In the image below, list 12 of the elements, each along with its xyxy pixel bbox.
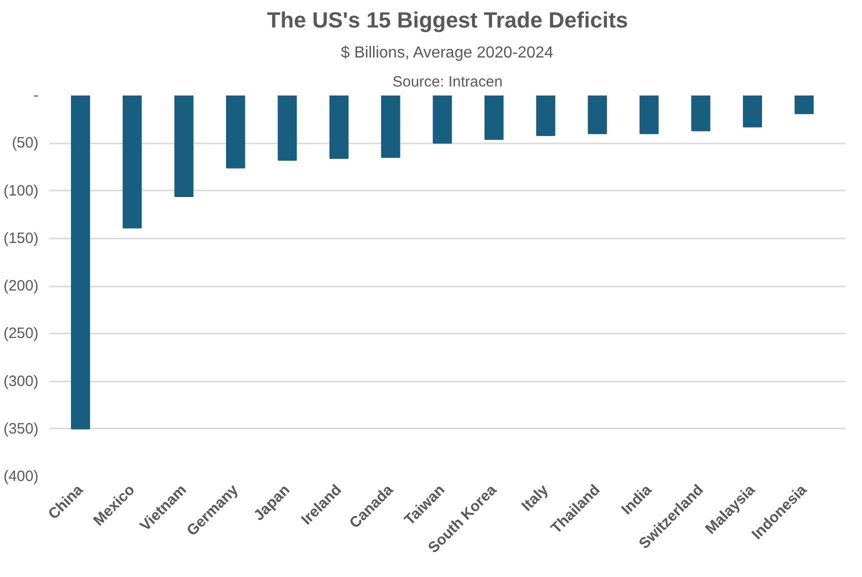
chart-subtitle: $ Billions, Average 2020-2024 xyxy=(340,44,554,62)
y-tick-label: (250) xyxy=(3,325,39,342)
y-tick-label: (300) xyxy=(3,372,39,390)
y-tick-label: (50) xyxy=(12,134,39,152)
y-tick-label: (350) xyxy=(3,420,39,438)
y-tick-label: (150) xyxy=(3,230,39,247)
y-tick-label: (200) xyxy=(3,278,39,294)
source-note: Source: Intracen xyxy=(392,74,503,90)
y-tick-label: (100) xyxy=(3,182,39,200)
y-tick-label: - xyxy=(34,87,39,104)
y-tick-label: (400) xyxy=(3,468,39,485)
chart-title: The US's 15 Biggest Trade Deficits xyxy=(266,8,628,32)
